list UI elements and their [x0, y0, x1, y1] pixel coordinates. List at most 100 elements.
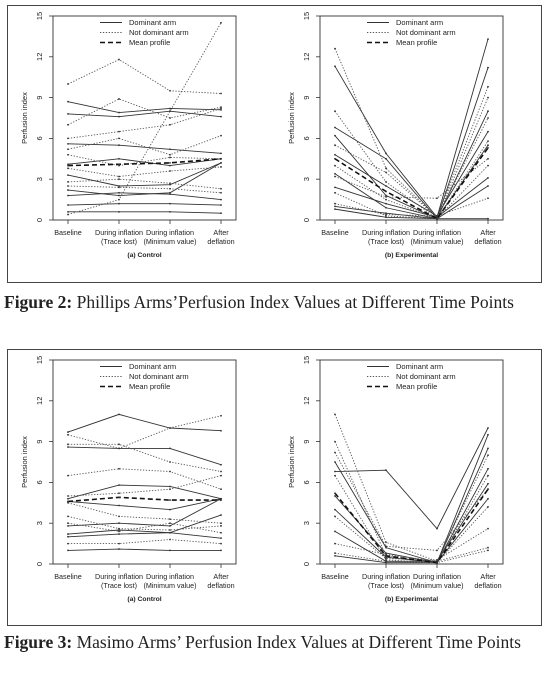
data-point [118, 186, 120, 189]
panel-label: (a) Control [127, 596, 161, 603]
data-point [487, 433, 489, 436]
series-line-dotted [334, 117, 489, 218]
x-tick-label: Baseline [321, 228, 349, 237]
data-point [334, 495, 336, 497]
data-point [487, 176, 489, 179]
data-point [169, 193, 171, 196]
data-point [169, 161, 171, 164]
data-point [220, 470, 222, 473]
data-point [334, 186, 336, 189]
data-point [67, 446, 69, 448]
series-line-solid [67, 413, 222, 433]
series-line-dotted [67, 108, 222, 139]
data-point [169, 488, 171, 491]
x-tick-label: During inflation (Minimum value) [143, 572, 196, 590]
series-line-solid [67, 514, 222, 535]
data-point [169, 518, 171, 521]
data-point [169, 525, 171, 527]
data-point [67, 164, 69, 167]
data-point [334, 202, 336, 205]
data-point [385, 545, 387, 548]
series-line-solid [67, 498, 222, 511]
data-point [487, 217, 489, 220]
x-tick-label: After deflation [207, 228, 234, 246]
data-point [67, 525, 69, 527]
data-point [334, 164, 336, 167]
x-tick-label: During inflation (Trace lost) [362, 228, 410, 246]
data-point [385, 546, 387, 549]
data-point [385, 541, 387, 544]
data-point [334, 134, 336, 137]
y-tick-label: 15 [35, 356, 44, 364]
data-point [487, 66, 489, 69]
y-tick-label: 3 [35, 177, 44, 181]
data-point [334, 172, 336, 175]
legend-entry: Not dominant arm [396, 28, 456, 37]
data-point [67, 495, 69, 497]
chart-panel: 0 3 6 9 12 15 Perfusion index Baseline During in… [287, 12, 504, 259]
data-point [220, 187, 222, 190]
data-point [334, 508, 336, 511]
y-tick-label: 15 [35, 12, 44, 20]
figure-3-frame: 0 3 6 9 12 15 Perfusion index Baseline During in… [7, 349, 542, 626]
series-line-solid [67, 101, 222, 114]
data-point [67, 533, 69, 535]
data-point [436, 527, 438, 530]
data-point [436, 549, 438, 552]
data-point [220, 488, 222, 491]
data-point [436, 559, 438, 561]
data-point [169, 123, 171, 126]
data-point [67, 497, 69, 500]
data-point [220, 157, 222, 160]
data-point [385, 212, 387, 215]
series-line-solid [334, 208, 488, 220]
legend-entry: Mean profile [129, 38, 170, 47]
data-point [220, 21, 222, 24]
series-line-solid [67, 143, 222, 154]
legend-entry: Dominant arm [396, 362, 443, 371]
plot-area-border [52, 359, 237, 565]
series-line-dotted [67, 415, 222, 449]
figure-3-caption-text: Masimo Arms’ Perfusion Index Values at D… [72, 632, 521, 652]
figure-2-frame: 0 3 6 9 12 15 Perfusion index Baseline During in… [7, 5, 542, 283]
data-point [67, 535, 69, 538]
series-line-solid [67, 532, 222, 539]
data-point [169, 549, 171, 552]
data-point [220, 107, 222, 110]
legend-entry: Mean profile [396, 382, 437, 391]
data-point [67, 522, 69, 525]
data-point [385, 206, 387, 209]
data-point [487, 185, 489, 187]
data-point [385, 216, 387, 219]
data-point [67, 431, 69, 433]
y-axis-label: Perfusion index [287, 436, 296, 488]
data-point [118, 530, 120, 533]
x-tick-label: After deflation [207, 572, 234, 590]
data-point [220, 161, 222, 164]
data-point [118, 529, 120, 531]
data-point [334, 47, 336, 50]
data-point [334, 515, 336, 518]
x-tick-label: Baseline [54, 228, 82, 237]
data-point [385, 194, 387, 197]
data-point [487, 527, 489, 530]
series-line-dotted [67, 515, 222, 531]
data-point [220, 537, 222, 540]
legend-entry: Dominant arm [396, 18, 443, 27]
series-line-solid [334, 448, 489, 564]
data-point [487, 38, 489, 41]
y-tick-label: 3 [302, 177, 311, 181]
x-tick-label: During inflation (Trace lost) [362, 572, 410, 590]
series-line-solid [67, 158, 222, 167]
series-line-solid [67, 192, 222, 201]
data-point [118, 194, 120, 197]
data-point [118, 157, 120, 160]
series-line-dotted [67, 185, 222, 194]
data-point [334, 208, 336, 211]
data-point [220, 106, 222, 109]
data-point [169, 461, 171, 463]
series-line-solid [334, 111, 489, 220]
plot-area-border [52, 15, 237, 221]
data-point [487, 546, 489, 549]
data-point [385, 556, 387, 559]
